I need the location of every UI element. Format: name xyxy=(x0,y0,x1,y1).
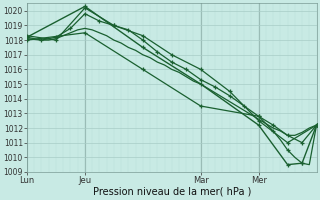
X-axis label: Pression niveau de la mer( hPa ): Pression niveau de la mer( hPa ) xyxy=(92,187,251,197)
